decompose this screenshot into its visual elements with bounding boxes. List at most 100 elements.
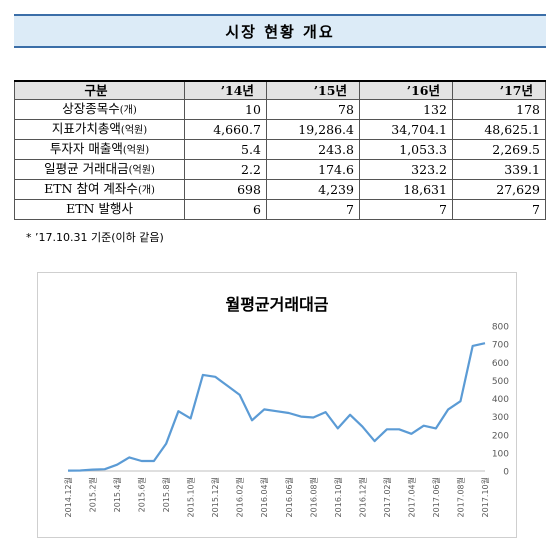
data-point <box>276 410 278 412</box>
data-point <box>435 427 437 429</box>
series-line <box>67 342 486 472</box>
data-point <box>116 464 118 466</box>
line-chart: 0 100 200 300 400 500 600 700 800 2014.12월 2015.2월… <box>63 323 509 518</box>
table-cell: 4,660.7 <box>184 119 267 140</box>
data-point <box>398 428 400 430</box>
x-tick-label: 2017.10월 <box>480 477 490 517</box>
y-tick-label: 200 <box>492 431 509 441</box>
row-label: 일평균 거래대금(억원) <box>13 159 186 180</box>
data-point <box>214 376 216 378</box>
data-point <box>92 469 94 471</box>
table-cell: 5.4 <box>184 139 267 160</box>
y-tick-label: 600 <box>492 359 509 369</box>
row-label: 투자자 매출액(억원) <box>13 139 186 160</box>
data-point <box>190 417 192 419</box>
data-point <box>226 385 228 387</box>
table-cell: 7 <box>451 199 547 220</box>
data-point <box>263 408 265 410</box>
column-header: ’14년 <box>184 80 267 100</box>
y-tick-label: 700 <box>492 341 509 351</box>
data-point <box>374 440 376 442</box>
data-point <box>288 412 290 414</box>
table-cell: 174.6 <box>265 159 360 180</box>
table-cell: 48,625.1 <box>451 119 547 140</box>
x-tick-label: 2017.06월 <box>431 477 441 517</box>
x-tick-label: 2016.02월 <box>235 477 245 517</box>
x-tick-label: 2014.12월 <box>63 477 73 517</box>
table-row: 상장종목수(개) 10 78 132 178 <box>13 99 547 120</box>
data-point <box>177 410 179 412</box>
table-cell: 10 <box>184 99 267 120</box>
data-point <box>349 414 351 416</box>
table-row: ETN 발행사 6 7 7 7 <box>13 199 547 220</box>
x-tick-label: 2017.02월 <box>382 477 392 517</box>
row-label: ETN 참여 계좌수(개) <box>13 179 186 200</box>
column-header: ’16년 <box>358 80 453 100</box>
data-point <box>459 400 461 402</box>
x-tick-label: 2015.12월 <box>210 477 220 517</box>
data-point <box>300 416 302 418</box>
data-point <box>312 417 314 419</box>
y-tick-label: 300 <box>492 413 509 423</box>
x-tick-label: 2016.04월 <box>259 477 269 517</box>
y-tick-label: 500 <box>492 377 509 387</box>
table-cell: 6 <box>184 199 267 220</box>
table-cell: 2.2 <box>184 159 267 180</box>
table-cell: 323.2 <box>358 159 453 180</box>
row-label: ETN 발행사 <box>13 199 186 220</box>
x-tick-label: 2015.4월 <box>112 477 122 512</box>
data-point <box>67 470 69 472</box>
table-cell: 1,053.3 <box>358 139 453 160</box>
data-point <box>472 345 474 347</box>
column-header: 구분 <box>13 80 186 100</box>
footnote: * ’17.10.31 기준(이하 같음) <box>26 231 164 244</box>
table-row: 지표가치총액(억원) 4,660.7 19,286.4 34,704.1 48,… <box>13 119 547 140</box>
column-header: ’17년 <box>451 80 547 100</box>
table-cell: 78 <box>265 99 360 120</box>
x-tick-label: 2017.08월 <box>455 477 465 517</box>
table-row: 투자자 매출액(억원) 5.4 243.8 1,053.3 2,269.5 <box>13 139 547 160</box>
data-point <box>484 342 486 344</box>
table-cell: 7 <box>265 199 360 220</box>
table-cell: 19,286.4 <box>265 119 360 140</box>
row-label: 지표가치총액(억원) <box>13 119 186 140</box>
data-point <box>104 468 106 470</box>
table-cell: 698 <box>184 179 267 200</box>
data-point <box>141 460 143 462</box>
table-cell: 339.1 <box>451 159 547 180</box>
chart-container: 월평균거래대금 0 100 200 300 400 500 600 700 800 2014.12… <box>37 272 517 538</box>
table-cell: 178 <box>451 99 547 120</box>
y-tick-label: 800 <box>492 323 509 333</box>
y-tick-label: 100 <box>492 449 509 459</box>
data-point <box>447 408 449 410</box>
data-point <box>251 419 253 421</box>
x-tick-label: 2016.12월 <box>357 477 367 517</box>
x-tick-label: 2015.2월 <box>88 477 98 512</box>
x-tick-label: 2016.08월 <box>308 477 318 517</box>
table-cell: 18,631 <box>358 179 453 200</box>
x-tick-label: 2015.8월 <box>161 477 171 512</box>
x-tick-label: 2015.10월 <box>186 477 196 517</box>
table-row: 일평균 거래대금(억원) 2.2 174.6 323.2 339.1 <box>13 159 547 180</box>
data-point <box>386 428 388 430</box>
table-cell: 34,704.1 <box>358 119 453 140</box>
table-cell: 4,239 <box>265 179 360 200</box>
market-stats-table: 구분 ’14년 ’15년 ’16년 ’17년 상장종목수(개) 10 78 13… <box>13 80 547 220</box>
data-point <box>423 425 425 427</box>
table-cell: 7 <box>358 199 453 220</box>
data-point <box>128 456 130 458</box>
y-tick-label: 0 <box>503 468 509 478</box>
table-cell: 2,269.5 <box>451 139 547 160</box>
data-point <box>153 460 155 462</box>
table-row: ETN 참여 계좌수(개) 698 4,239 18,631 27,629 <box>13 179 547 200</box>
data-point <box>325 411 327 413</box>
row-label: 상장종목수(개) <box>13 99 186 120</box>
x-tick-label: 2016.06월 <box>284 477 294 517</box>
table-header-row: 구분 ’14년 ’15년 ’16년 ’17년 <box>13 80 547 100</box>
data-point <box>410 433 412 435</box>
x-tick-label: 2015.6월 <box>137 477 147 512</box>
page-title: 시장 현황 개요 <box>14 14 546 48</box>
data-point <box>79 469 81 471</box>
y-tick-label: 400 <box>492 395 509 405</box>
chart-title: 월평균거래대금 <box>225 295 329 314</box>
